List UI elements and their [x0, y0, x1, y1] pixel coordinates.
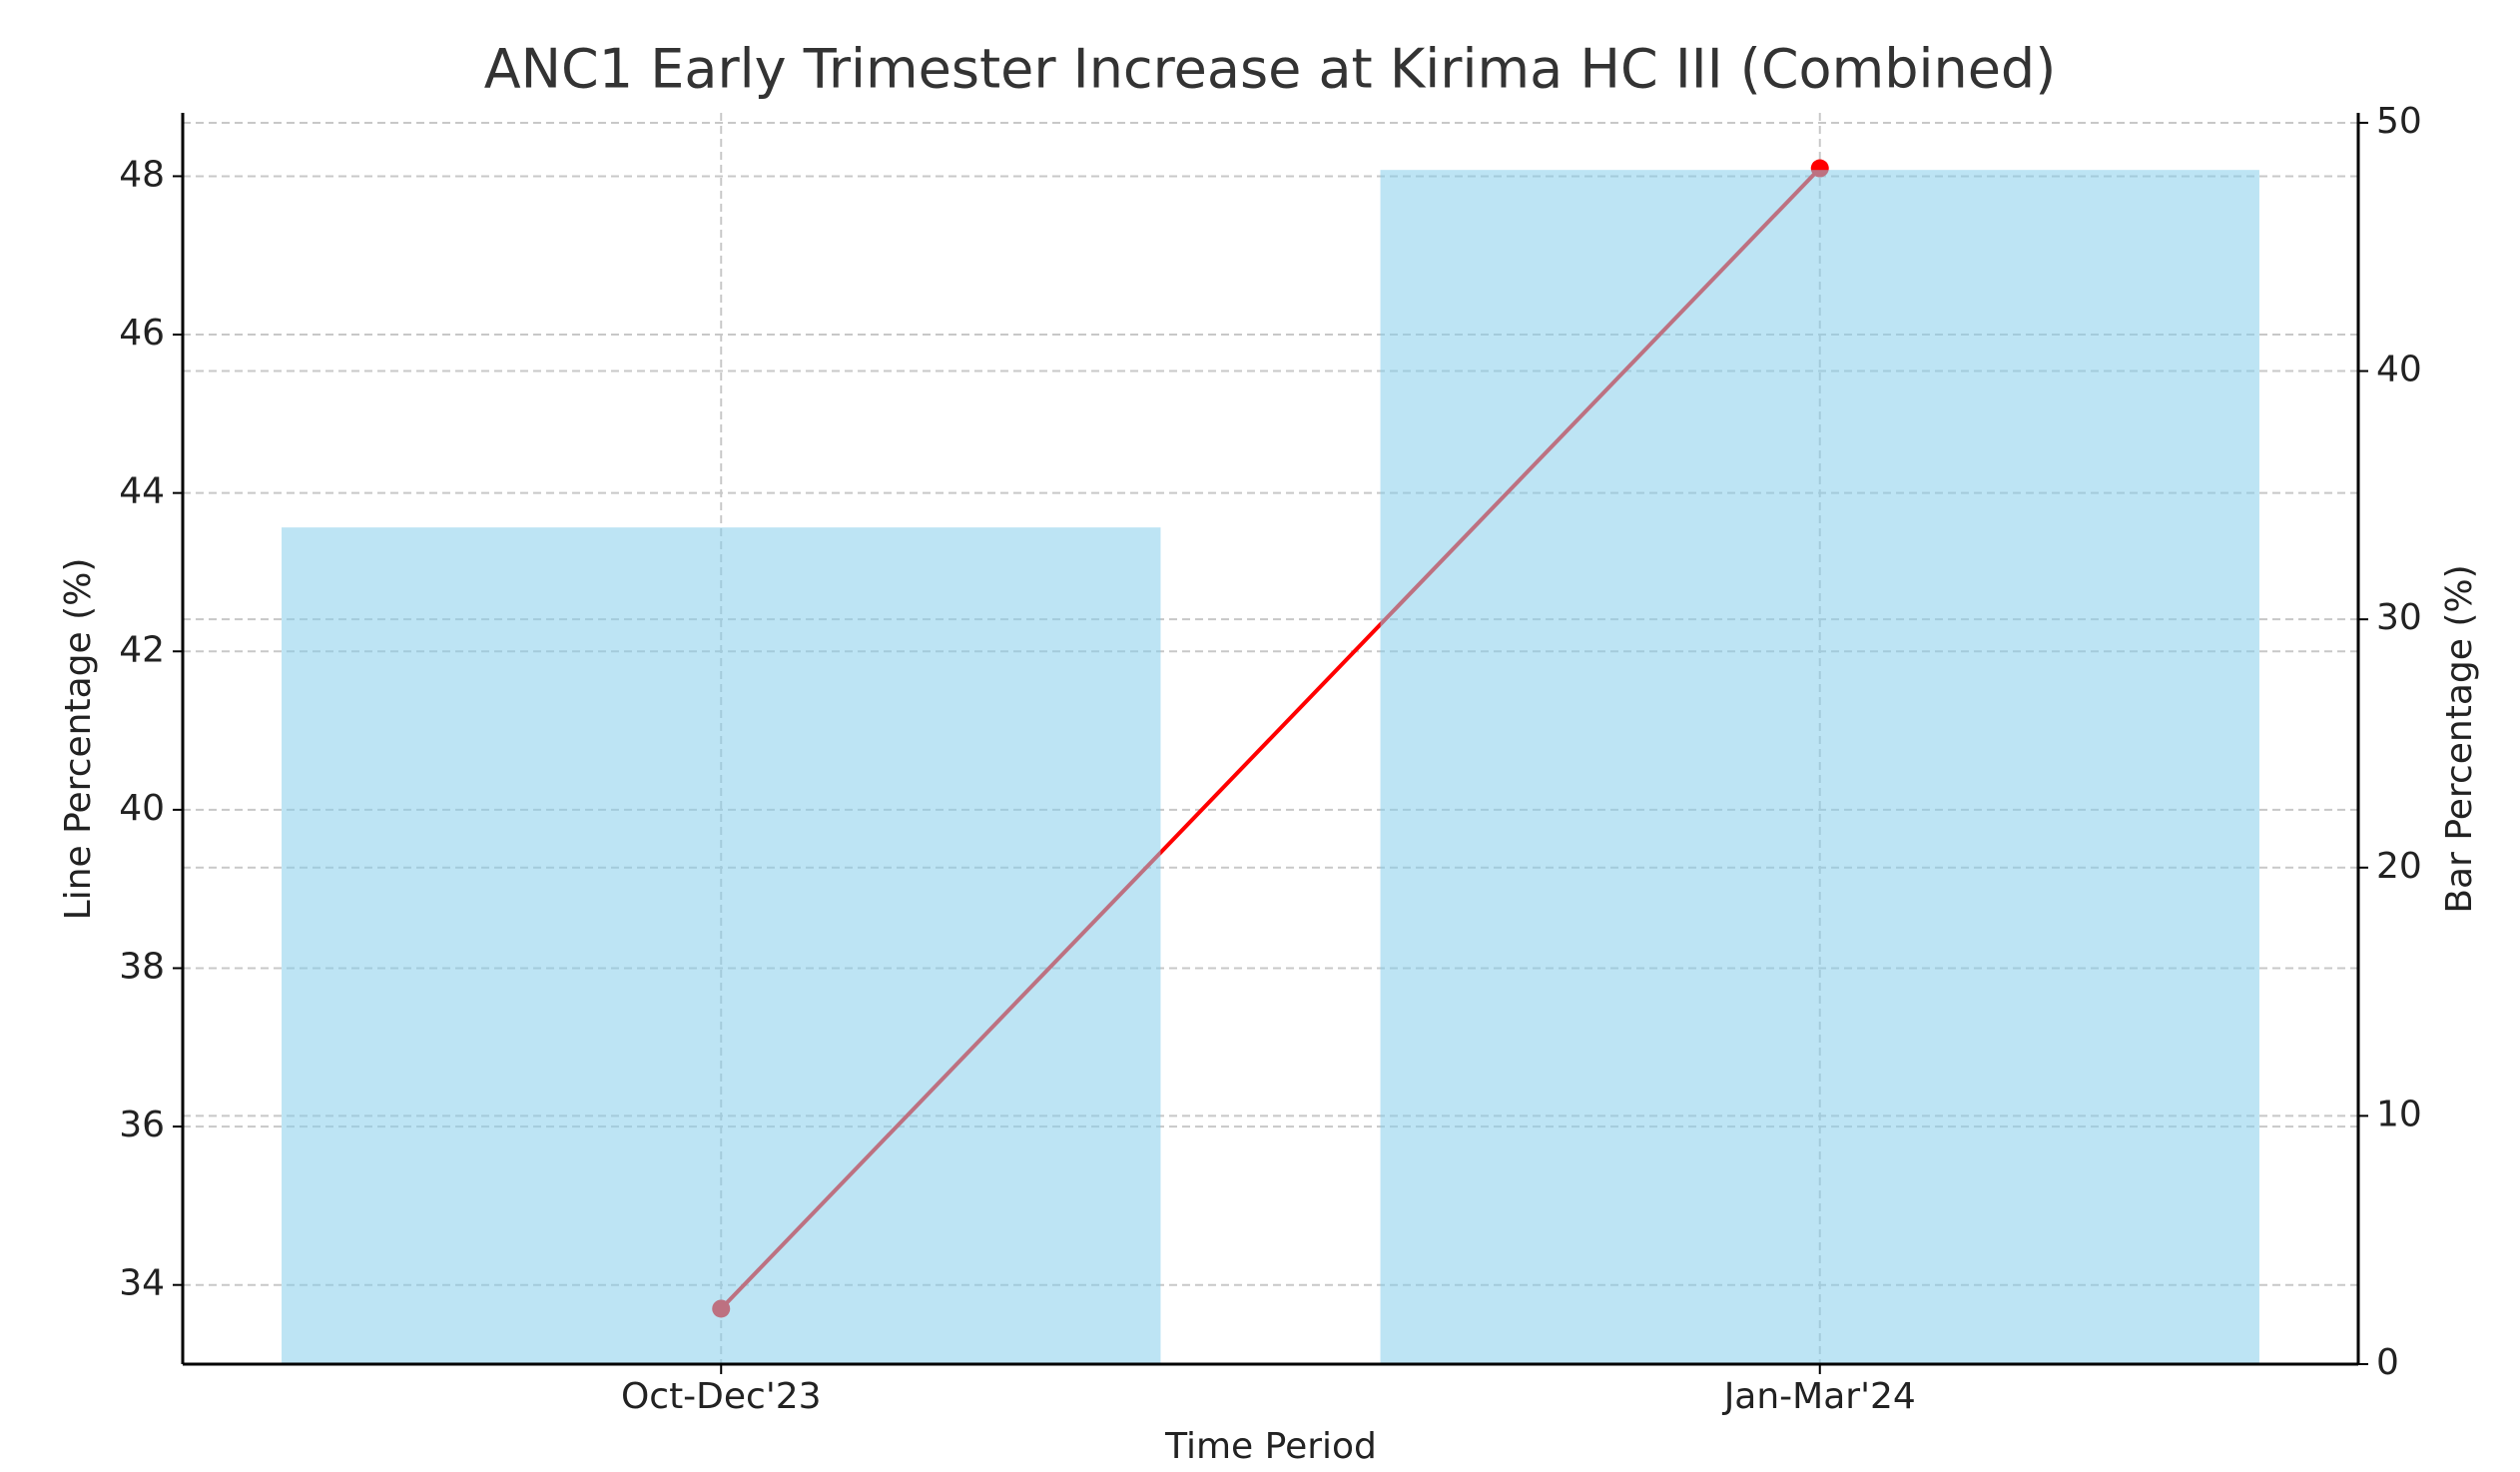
y-tick-label: 42	[119, 629, 165, 670]
x-tick-label: Oct-Dec'23	[621, 1376, 822, 1417]
x-axis-label: Time Period	[1164, 1426, 1377, 1467]
y-tick-label: 38	[119, 946, 165, 987]
y2-tick-label: 40	[2376, 350, 2422, 390]
y-tick-label: 34	[119, 1263, 165, 1304]
y-tick-label: 48	[119, 154, 165, 195]
y-tick-label: 36	[119, 1104, 165, 1145]
y2-axis-label: Bar Percentage (%)	[2439, 564, 2480, 913]
y2-tick-label: 20	[2376, 846, 2422, 887]
y2-tick-label: 10	[2376, 1094, 2422, 1134]
y-tick-label: 44	[119, 471, 165, 512]
bar	[282, 527, 1161, 1364]
x-tick-label: Jan-Mar'24	[1722, 1376, 1916, 1417]
chart-title: ANC1 Early Trimester Increase at Kirima …	[484, 38, 2057, 101]
bar	[1380, 170, 2259, 1365]
y-axis-label: Line Percentage (%)	[58, 558, 99, 921]
y2-tick-label: 50	[2376, 101, 2422, 142]
y2-tick-label: 30	[2376, 597, 2422, 638]
y2-tick-label: 0	[2376, 1342, 2399, 1383]
y-tick-label: 46	[119, 313, 165, 354]
y-tick-label: 40	[119, 788, 165, 829]
